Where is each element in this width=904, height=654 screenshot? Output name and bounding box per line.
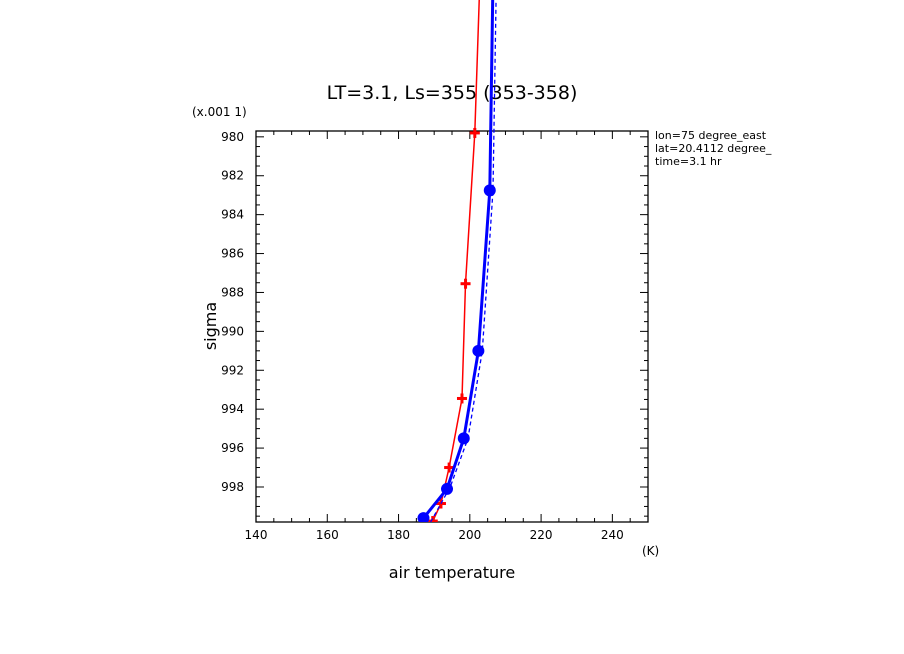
series-0-point (427, 516, 438, 522)
series-1-point (483, 184, 496, 197)
series-1-point (441, 482, 454, 495)
x-tick-label: 220 (530, 528, 553, 542)
x-tick-label: 200 (458, 528, 481, 542)
x-tick-label: 160 (316, 528, 339, 542)
y-tick-label: 988 (221, 285, 244, 299)
annotation-lat: lat=20.4112 degree_ (655, 142, 772, 155)
series-1-point (417, 512, 430, 522)
x-tick-label: 180 (387, 528, 410, 542)
series-line-2 (430, 0, 497, 522)
chart-title: LT=3.1, Ls=355 (353-358) (327, 82, 578, 104)
y-scale-label: (x.001 1) (192, 105, 247, 119)
y-tick-label: 998 (221, 480, 244, 494)
y-tick-label: 980 (221, 130, 244, 144)
series-0-point (469, 127, 480, 138)
y-tick-label: 986 (221, 247, 244, 261)
annotation-lon: lon=75 degree_east (655, 129, 767, 142)
series-layer (417, 0, 497, 522)
y-tick-label: 994 (221, 402, 244, 416)
series-line-1 (422, 0, 495, 520)
series-0-point (444, 462, 455, 473)
annotation-time: time=3.1 hr (655, 155, 722, 168)
y-tick-label: 990 (221, 324, 244, 338)
x-unit-label: (K) (642, 544, 659, 558)
plot-frame (255, 130, 649, 523)
y-axis-label: sigma (201, 302, 220, 350)
series-1-point (457, 432, 470, 445)
y-tick-label: 984 (221, 208, 244, 222)
x-tick-label: 240 (601, 528, 624, 542)
y-tick-label: 996 (221, 441, 244, 455)
x-tick-label: 140 (245, 528, 268, 542)
series-0-point (456, 393, 467, 404)
series-0-point (460, 278, 471, 289)
x-axis-label: air temperature (389, 563, 515, 582)
axis-ticks: 140 160 180 200 220 240 980 982 984 986 988 990 992 9… (221, 130, 649, 542)
y-tick-label: 992 (221, 363, 244, 377)
y-tick-label: 982 (221, 169, 244, 183)
